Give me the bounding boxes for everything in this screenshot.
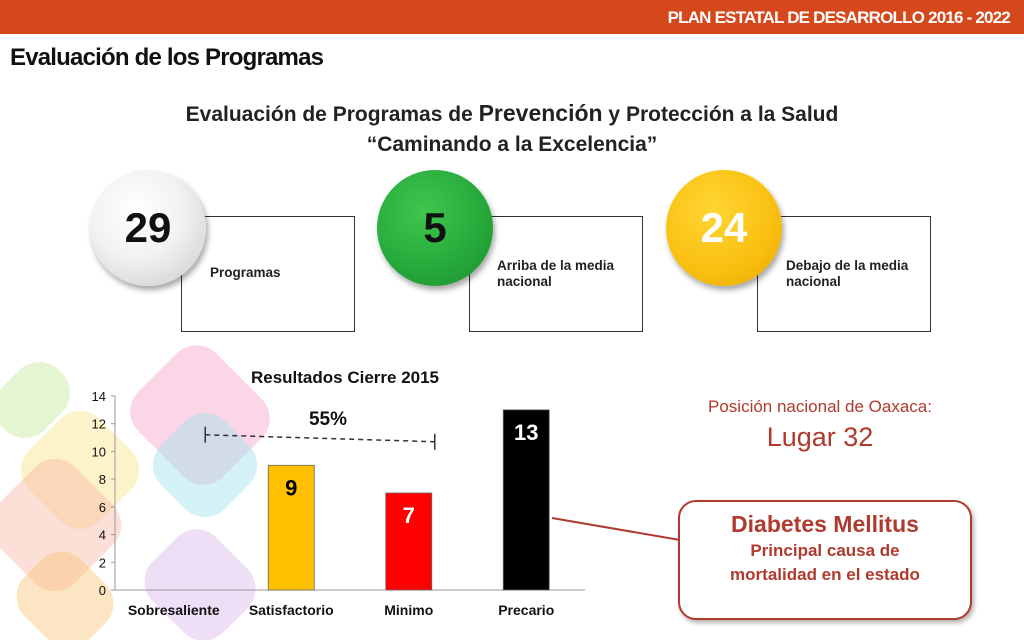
stat-label-debajo: Debajo de la media nacional <box>786 258 909 289</box>
data-label-precario: 13 <box>514 420 538 445</box>
annotation-label: 55% <box>309 409 347 430</box>
x-tick-label-precario: Precario <box>498 602 554 618</box>
stat-box-programas <box>181 216 355 332</box>
data-label-minimo: 7 <box>403 503 415 528</box>
chart-title: Resultados Cierre 2015 <box>250 368 440 387</box>
position-value: Lugar 32 <box>766 422 874 452</box>
y-tick-label: 4 <box>99 528 106 543</box>
y-tick-label: 6 <box>99 500 106 515</box>
stat-circle-arriba: 5 <box>377 170 493 286</box>
slide-heading: Evaluación de Programas de Prevención y … <box>0 98 1024 160</box>
annotation-dashed-line <box>205 434 435 443</box>
stat-label-programas: Programas <box>210 265 281 280</box>
stat-box-arriba <box>469 216 643 332</box>
y-tick-label: 8 <box>99 472 106 487</box>
position-label: Posición nacional de Oaxaca: <box>708 397 932 416</box>
callout-line-1: Principal causa de <box>750 541 900 560</box>
callout-line-2: mortalidad en el estado <box>730 565 920 584</box>
x-tick-label-sobresaliente: Sobresaliente <box>128 602 220 618</box>
data-label-satisfactorio: 9 <box>285 475 297 500</box>
y-tick-label: 10 <box>92 444 106 459</box>
heading-line-2: “Caminando a la Excelencia” <box>366 133 658 156</box>
stat-circle-debajo: 24 <box>666 170 782 286</box>
callout-title: Diabetes Mellitus <box>731 511 919 537</box>
x-tick-label-satisfactorio: Satisfactorio <box>249 602 334 618</box>
y-tick-label: 0 <box>99 583 106 598</box>
bar-precario <box>502 409 550 591</box>
diabetes-callout: Diabetes Mellitus Principal causa de mor… <box>678 500 972 620</box>
y-tick-label: 14 <box>92 389 106 404</box>
heading-emphasis: Prevención <box>478 100 603 126</box>
stat-circle-programas: 29 <box>90 170 206 286</box>
y-tick-label: 2 <box>99 555 106 570</box>
heading-line-1: Evaluación de Programas de Prevención y … <box>0 98 1024 130</box>
x-tick-label-minimo: Minimo <box>384 602 433 618</box>
heading-pre: Evaluación de Programas de <box>185 103 479 126</box>
top-bar: PLAN ESTATAL DE DESARROLLO 2016 - 2022 <box>0 0 1024 34</box>
heading-post: y Protección a la Salud <box>602 103 839 126</box>
y-tick-label: 12 <box>92 417 106 432</box>
bar-satisfactorio <box>267 464 315 591</box>
callout-pointer-line <box>551 517 681 541</box>
stat-label-arriba: Arriba de la media nacional <box>497 258 615 289</box>
plan-title: PLAN ESTATAL DE DESARROLLO 2016 - 2022 <box>667 8 1011 27</box>
section-title: Evaluación de los Programas <box>10 44 324 71</box>
bar-minimo <box>385 492 433 591</box>
stat-box-debajo <box>757 216 931 332</box>
